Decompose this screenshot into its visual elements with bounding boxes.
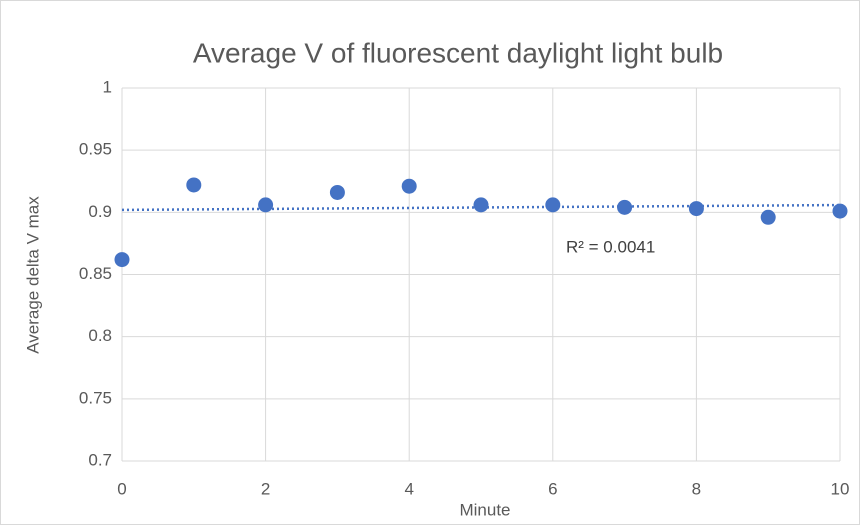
data-point [832,203,848,219]
x-tick-label: 0 [117,479,126,498]
data-point [688,201,704,217]
data-point [186,177,202,193]
x-tick-label: 4 [404,479,413,498]
x-tick-label: 2 [261,479,270,498]
y-tick-label: 1 [103,77,112,96]
data-point [617,199,633,215]
y-tick-label: 0.7 [88,450,112,469]
y-tick-label: 0.9 [88,202,112,221]
data-point [114,252,130,268]
x-tick-label: 6 [548,479,557,498]
y-tick-label: 0.75 [79,388,112,407]
data-point [329,184,345,200]
chart-title: Average V of fluorescent daylight light … [193,37,723,68]
x-axis-label: Minute [459,500,510,519]
data-point [401,178,417,194]
y-tick-label: 0.95 [79,140,112,159]
y-tick-label: 0.85 [79,264,112,283]
data-point [473,197,489,213]
x-tick-label: 8 [692,479,701,498]
trendline-annotation: R² = 0.0041 [566,237,655,256]
data-point [760,209,776,225]
data-point [545,197,561,213]
y-tick-label: 0.8 [88,326,112,345]
data-point [258,197,274,213]
x-tick-label: 10 [831,479,850,498]
y-axis-label: Average delta V max [23,196,42,354]
